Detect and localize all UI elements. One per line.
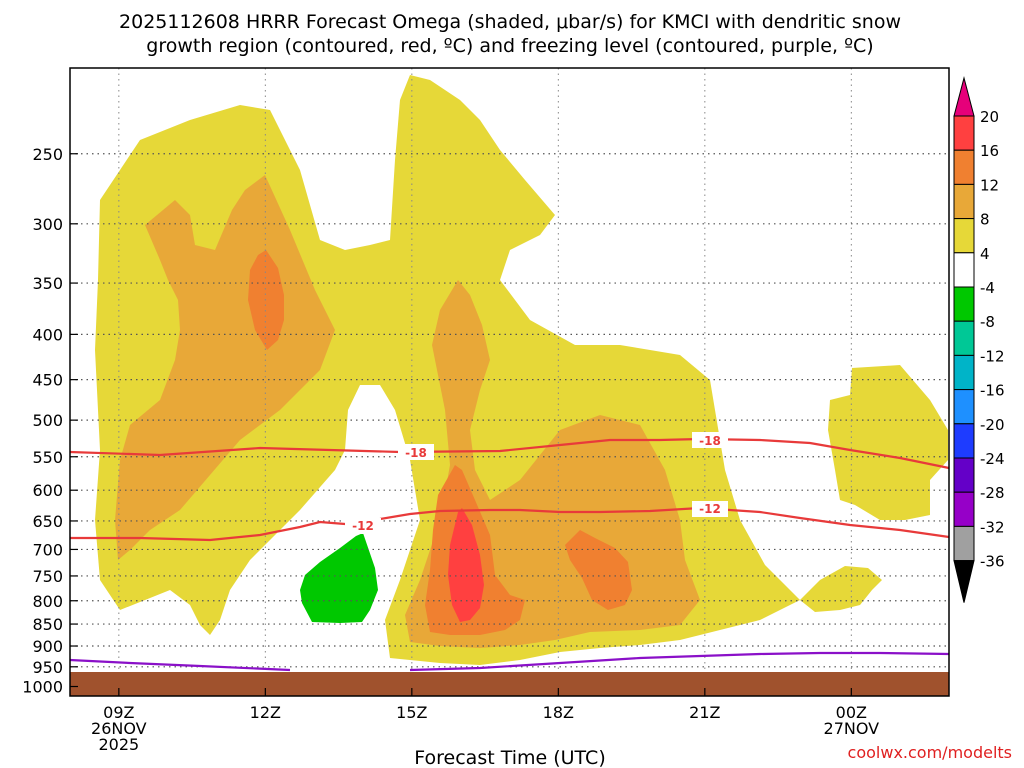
dgz-label-bg-1	[398, 444, 434, 460]
y-tick-label: 650	[32, 512, 63, 531]
dgz-label-minus12-1: -12	[352, 519, 374, 533]
dgz-label-minus12-2: -12	[699, 502, 721, 516]
colorbar-segment	[953, 457, 975, 493]
omega-12-16-upper	[248, 250, 284, 350]
x-tick-label: 26NOV	[91, 719, 147, 738]
y-tick-label: 550	[32, 448, 63, 467]
y-tick-label: 600	[32, 481, 63, 500]
colorbar-label: 16	[980, 142, 999, 160]
colorbar-label: -20	[980, 416, 1005, 434]
y-axis: 250 300 350 400 450 500 550 600 650 700 750 800 850 9…	[22, 145, 78, 697]
omega-shading	[95, 75, 948, 665]
dgz-label-minus18-1: -18	[405, 446, 427, 460]
colorbar-bottom-arrow	[953, 560, 975, 603]
y-tick-label: 400	[32, 325, 63, 344]
omega-4-8-east	[828, 365, 948, 520]
x-tick-label: 27NOV	[824, 719, 880, 738]
dgz-minus18-contour	[69, 437, 950, 470]
freezing-level-contour	[69, 651, 950, 672]
colorbar-segment	[953, 389, 975, 425]
x-tick-label: 18Z	[543, 703, 574, 722]
plot-frame	[69, 67, 950, 697]
colorbar-top-arrow	[953, 76, 975, 117]
colorbar-label: -8	[980, 313, 995, 331]
x-axis-title: Forecast Time (UTC)	[414, 747, 605, 768]
colorbar-label: -12	[980, 347, 1005, 365]
dgz-label-bg-4	[692, 501, 728, 517]
y-tick-label: 350	[32, 274, 63, 293]
colorbar-segment	[953, 423, 975, 459]
colorbar-label: -32	[980, 518, 1005, 536]
omega-neg4-8-green	[300, 533, 378, 623]
y-tick-label: 850	[32, 615, 63, 634]
y-tick-label: 700	[32, 540, 63, 559]
colorbar-label: 4	[980, 245, 990, 263]
colorbar-label: -36	[980, 553, 1005, 571]
colorbar-segment	[953, 286, 975, 322]
colorbar-label: 12	[980, 176, 999, 194]
colorbar-segment	[953, 115, 975, 151]
y-tick-label: 450	[32, 371, 63, 390]
dgz-label-minus18-2: -18	[699, 434, 721, 448]
omega-8-12-west	[115, 175, 335, 560]
colorbar-segment	[953, 183, 975, 220]
colorbar-segment	[953, 491, 975, 527]
colorbar-label: 8	[980, 211, 990, 229]
x-tick-label: 2025	[98, 735, 139, 754]
credit-link[interactable]: coolwx.com/modelts	[848, 743, 1012, 762]
colorbar: 20 16 12 8 4 -4 -8 -12 -16 -20 -24 -28 -32 -36	[953, 76, 1005, 603]
y-tick-label: 950	[32, 658, 63, 677]
x-tick-label: 00Z	[836, 703, 867, 722]
colorbar-segment	[953, 525, 975, 562]
dgz-label-bg-3	[345, 518, 381, 534]
y-tick-label: 750	[32, 567, 63, 586]
ground-surface	[70, 672, 949, 696]
y-tick-label: 300	[32, 215, 63, 234]
colorbar-segment	[953, 354, 975, 391]
x-tick-label: 15Z	[396, 703, 427, 722]
colorbar-segment	[953, 320, 975, 356]
chart-title-line2: growth region (contoured, red, ºC) and f…	[146, 35, 873, 57]
omega-16-20-core	[448, 508, 484, 622]
omega-4-8-se	[800, 566, 882, 612]
dgz-minus12-contour	[70, 506, 950, 542]
colorbar-segment	[953, 252, 975, 288]
y-tick-label: 1000	[22, 678, 63, 697]
grid	[70, 68, 949, 696]
colorbar-label: 20	[980, 108, 999, 126]
colorbar-segment	[953, 218, 975, 254]
x-tick-label: 09Z	[103, 703, 134, 722]
colorbar-label: -16	[980, 382, 1005, 400]
y-tick-label: 250	[32, 145, 63, 164]
colorbar-label: -24	[980, 450, 1005, 468]
contours: -18 -18 -12 -12	[69, 432, 950, 672]
colorbar-label: -4	[980, 279, 995, 297]
x-tick-label: 21Z	[689, 703, 720, 722]
colorbar-segment	[953, 149, 975, 185]
y-tick-label: 500	[32, 411, 63, 430]
colorbar-label: -28	[980, 484, 1005, 502]
y-tick-label: 800	[32, 592, 63, 611]
chart-title-line1: 2025112608 HRRR Forecast Omega (shaded, …	[119, 11, 901, 33]
y-tick-label: 900	[32, 637, 63, 656]
dgz-label-bg-2	[692, 432, 728, 448]
x-tick-label: 12Z	[250, 703, 281, 722]
